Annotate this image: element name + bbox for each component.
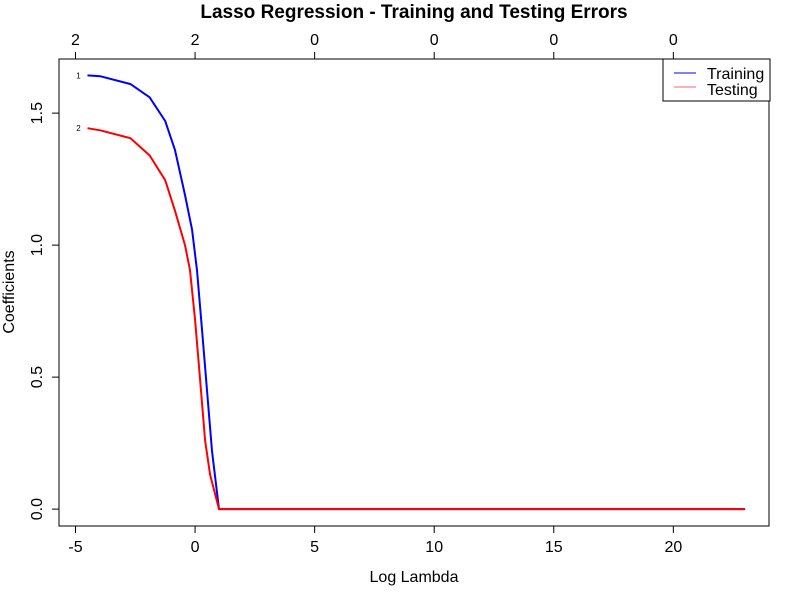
- top-tick-label: 0: [310, 32, 319, 49]
- x-tick-label: 15: [545, 539, 563, 556]
- top-tick-label: 2: [191, 32, 200, 49]
- top-tick-label: 0: [669, 32, 678, 49]
- y-axis-label: Coefficients: [1, 250, 18, 333]
- top-tick-label: 0: [430, 32, 439, 49]
- legend-box: [662, 58, 771, 102]
- y-tick-label: 0.5: [29, 366, 46, 388]
- series-line-training: [87, 74, 746, 511]
- y-tick-label: 1.5: [29, 102, 46, 124]
- x-axis: -5 0 5 10 15 20: [68, 525, 682, 556]
- legend-label-training: Training: [707, 66, 764, 83]
- x-tick-label: 10: [425, 539, 443, 556]
- top-tick-label: 0: [549, 32, 558, 49]
- legend: Training Testing: [662, 58, 771, 102]
- x-axis-label: Log Lambda: [370, 569, 459, 586]
- x-tick-label: 0: [191, 539, 200, 556]
- y-axis: 0.0 0.5 1.0 1.5: [29, 102, 60, 520]
- series-line-testing: [87, 127, 746, 511]
- plot-frame: [58, 58, 770, 527]
- x-tick-label: 20: [664, 539, 682, 556]
- y-tick-label: 1.0: [29, 234, 46, 256]
- series-group: 12: [76, 71, 746, 511]
- top-tick-label: 2: [71, 32, 80, 49]
- x-tick-label: -5: [68, 539, 82, 556]
- curve-label: 1: [76, 71, 81, 80]
- curve-label: 2: [76, 124, 81, 133]
- top-axis: 2 2 0 0 0 0: [71, 32, 678, 60]
- y-tick-label: 0.0: [29, 498, 46, 520]
- chart-title: Lasso Regression - Training and Testing …: [200, 2, 627, 23]
- legend-label-testing: Testing: [707, 82, 758, 99]
- x-tick-label: 5: [310, 539, 319, 556]
